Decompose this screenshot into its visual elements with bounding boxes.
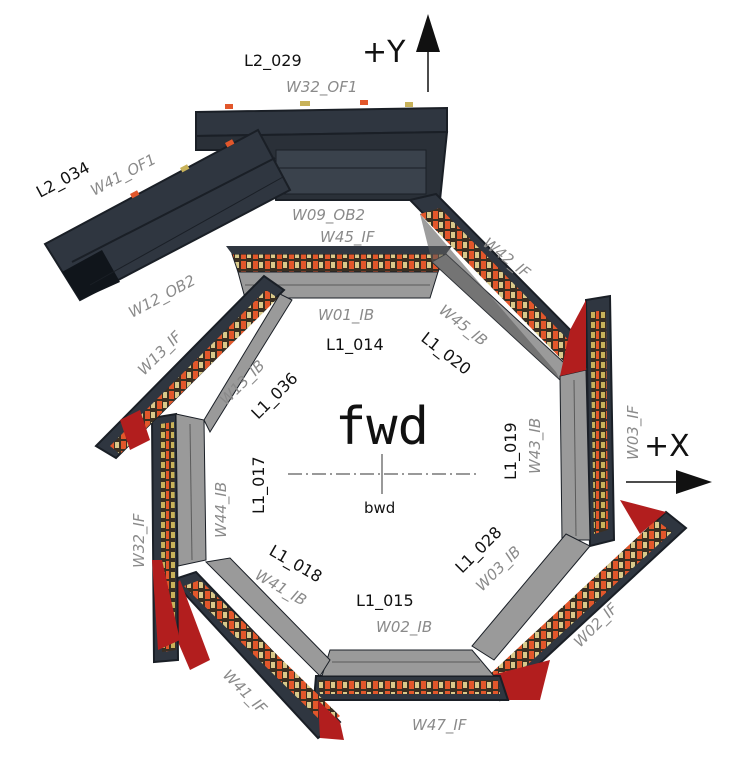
ladder-bottom (312, 649, 510, 701)
l1-label-top: L1_014 (326, 335, 384, 355)
l2-left-ob: W12_OB2 (125, 271, 198, 322)
l1-label-right: L1_019 (501, 422, 521, 480)
if-label-left: W32_IF (130, 513, 149, 568)
l2-top-ob: W09_OB2 (292, 206, 365, 225)
l1-label-bottom: L1_015 (356, 591, 414, 611)
l2-left-id: L2_034 (33, 158, 93, 203)
ladder-bottom-left (160, 557, 344, 740)
bwd-label: bwd (364, 499, 395, 517)
y-axis-label: +Y (362, 35, 406, 70)
ib-label-right: W43_IB (526, 418, 545, 474)
ladder-top-right (408, 192, 602, 381)
ladder-top-left (94, 274, 293, 460)
ib-label-bottom: W02_IB (376, 618, 432, 637)
l2-top-id: L2_029 (244, 51, 302, 71)
ib-label-left: W44_IB (212, 482, 231, 538)
if-label-top: W45_IF (320, 228, 375, 247)
ladder-left (150, 412, 207, 664)
ladder-right (559, 294, 616, 548)
fwd-label: fwd (335, 397, 429, 457)
x-axis-label: +X (644, 429, 690, 464)
l2-ladder-left (43, 128, 292, 302)
center-crosshair (288, 454, 478, 494)
ladder-top (226, 246, 452, 299)
l2-top-of: W32_OF1 (286, 78, 357, 97)
l1-label-left: L1_017 (249, 456, 269, 514)
x-axis: +X (626, 429, 712, 494)
if-label-bottom: W47_IF (412, 716, 467, 735)
y-axis: +Y (362, 14, 440, 92)
ib-label-top: W01_IB (318, 306, 374, 325)
if-label-right: W03_IF (624, 405, 643, 460)
